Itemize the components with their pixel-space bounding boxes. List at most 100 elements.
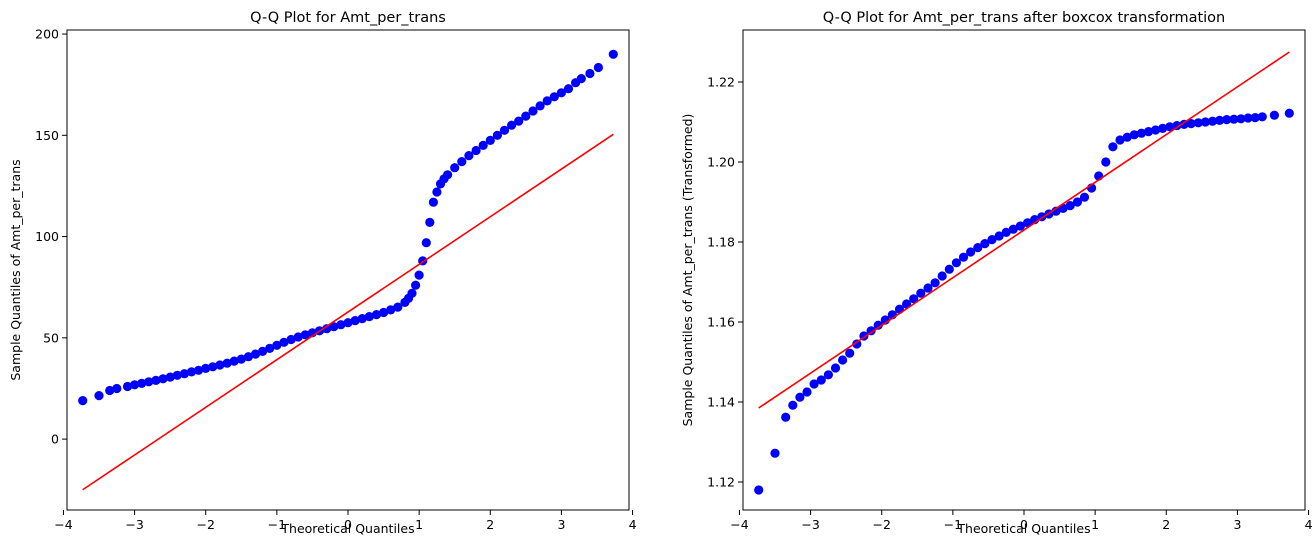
qq-point [1008,224,1018,234]
qq-point [845,348,855,358]
scatter-points [754,108,1294,495]
qq-point [250,349,261,359]
x-tick-label: −3 [801,517,819,532]
qq-point [1207,116,1218,126]
qq-point [443,170,453,180]
qq-point [236,354,246,364]
qq-plot-boxcox: Q-Q Plot for Amt_per_trans after boxcox … [680,10,1313,536]
qq-point [464,151,474,161]
qq-point [329,322,339,332]
x-tick-label: 0 [344,517,352,532]
qq-point [144,377,154,387]
y-tick-label: 200 [35,27,59,42]
qq-point [1136,128,1146,138]
qq-point [944,264,954,274]
qq-point [973,243,983,253]
qq-point [457,157,467,167]
qq-point [1222,115,1232,125]
qq-point [535,101,545,111]
y-axis-label: Sample Quantiles of Amt_per_trans (Trans… [680,114,695,427]
x-tick-label: 0 [1020,517,1028,532]
qq-point [507,120,517,130]
x-ticks: −4 −3 −2 −1 0 1 2 3 4 [730,510,1313,532]
x-ticks: −4 −3 −2 −1 0 1 2 3 4 [54,510,637,532]
x-tick-label: 3 [557,517,565,532]
qq-point [528,106,538,116]
qq-point [478,140,488,150]
qq-point [414,270,424,280]
qq-point [802,387,812,397]
qq-point [916,288,926,298]
qq-point [1072,197,1082,207]
qq-point [1122,132,1132,142]
qq-point [1229,114,1239,124]
qq-point [485,135,495,145]
qq-point [1193,118,1203,128]
qq-point [364,312,374,322]
qq-point [1158,123,1168,133]
qq-point [208,362,218,372]
qq-point [909,294,919,304]
qq-point [521,111,531,121]
qq-point [407,288,417,298]
qq-point [411,280,421,290]
qq-point [130,380,140,390]
y-tick-label: 50 [43,330,59,345]
qq-point [1079,192,1090,202]
x-tick-label: 2 [1162,517,1170,532]
x-tick-label: −4 [730,517,748,532]
qq-point [585,68,595,79]
qq-point [770,448,780,458]
qq-point [1065,201,1075,211]
qq-point [243,352,253,362]
chart-title: Q-Q Plot for Amt_per_trans after boxcox … [823,10,1226,26]
qq-point [357,314,367,324]
y-tick-label: 1.18 [707,235,735,250]
qq-point [300,330,310,340]
qq-point [322,324,332,334]
qq-point [379,307,389,318]
qq-point [1015,221,1025,231]
qq-point [852,339,862,349]
qq-point [421,238,431,248]
qq-point [425,217,435,227]
qq-point [492,130,502,140]
qq-point [279,337,289,347]
qq-point [930,278,940,288]
x-axis-label: Theoretical Quantiles [956,521,1090,536]
qq-point [781,412,791,422]
qq-point [186,367,197,377]
qq-point [258,346,268,356]
qq-point [838,355,848,365]
qq-point [923,283,933,293]
qq-point [179,369,189,379]
qq-point [1215,115,1225,125]
qq-point [151,375,161,385]
qq-point [450,163,460,173]
qq-point [215,360,225,370]
qq-point [1284,108,1294,118]
x-tick-label: 1 [1091,517,1099,532]
qq-point [593,62,604,73]
y-tick-label: 0 [51,432,59,447]
qq-point [958,252,969,262]
qq-point [1129,130,1139,140]
qq-point [1172,121,1182,131]
qq-point [471,145,481,156]
qq-point [1051,206,1061,216]
y-tick-label: 1.20 [707,155,735,170]
qq-point [1165,122,1175,132]
qq-point [980,239,990,249]
qq-point [293,332,303,342]
qq-point [937,271,947,281]
qq-point [795,392,805,402]
qq-point [1257,112,1267,122]
qq-point [987,235,997,245]
qq-point [966,247,976,257]
y-tick-label: 1.22 [707,75,735,90]
qq-point [158,374,168,384]
qq-point [556,88,567,98]
x-tick-label: −3 [125,517,143,532]
qq-point [542,96,552,106]
